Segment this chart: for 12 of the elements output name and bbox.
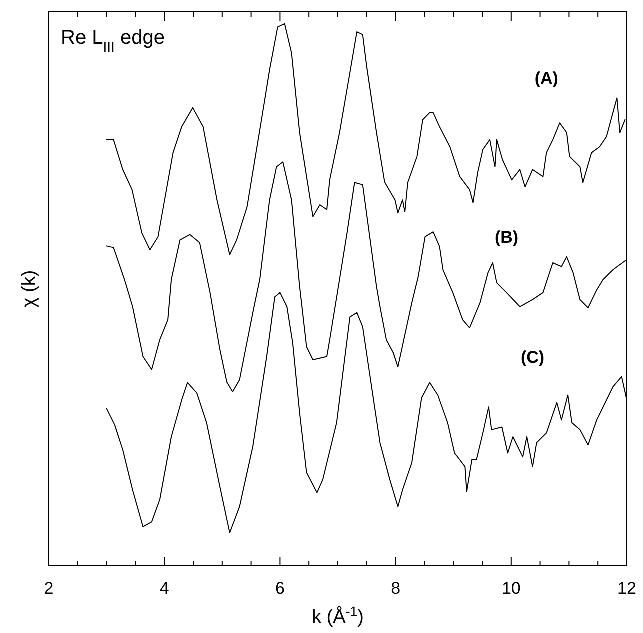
x-tick-label: 8 bbox=[391, 579, 401, 598]
x-tick-label: 2 bbox=[44, 579, 54, 598]
chart-title: Re L$_{III}$ edge bbox=[61, 27, 165, 55]
text: (C) bbox=[520, 348, 545, 367]
series-label: (B) bbox=[494, 228, 519, 248]
x-tick-label: 6 bbox=[275, 579, 285, 598]
x-tick-label: 12 bbox=[618, 579, 636, 598]
x-tick-label: 10 bbox=[502, 579, 521, 598]
text: (A) bbox=[534, 69, 558, 88]
x-tick-label: 4 bbox=[160, 579, 170, 598]
y-axis-title: χ (k) bbox=[19, 270, 40, 308]
x-axis-title: k (Å$^{-1}$) bbox=[312, 604, 364, 628]
